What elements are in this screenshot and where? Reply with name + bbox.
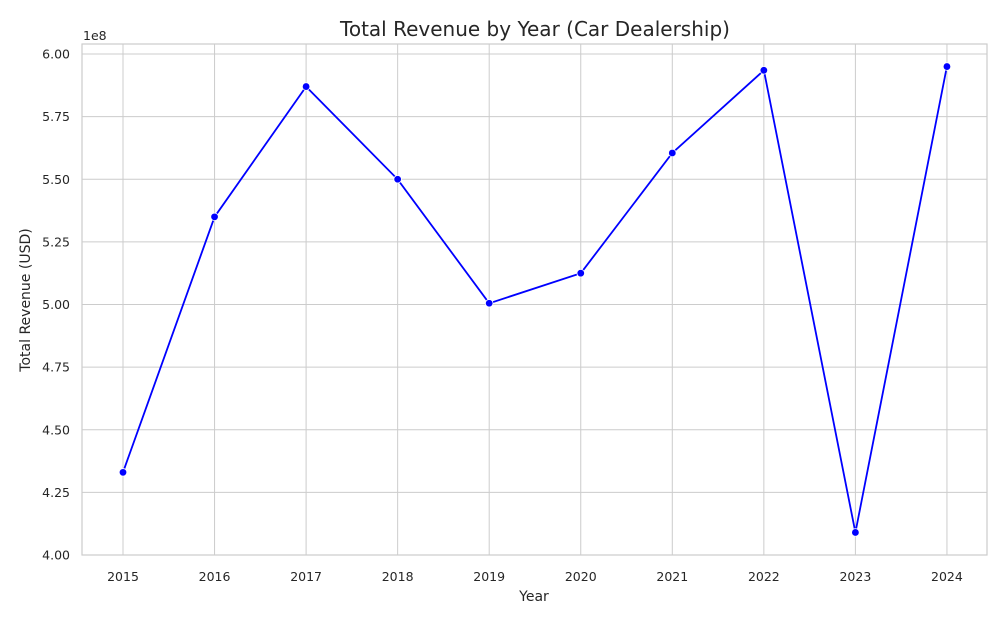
data-point bbox=[759, 66, 769, 75]
y-tick-label: 4.75 bbox=[42, 360, 70, 375]
y-tick-label: 6.00 bbox=[42, 47, 70, 62]
tick-labels: 2015 2016 2017 2018 2019 2020 2021 2022 2023 2024… bbox=[42, 47, 963, 584]
y-tick-label: 5.75 bbox=[42, 109, 70, 124]
x-tick-label: 2017 bbox=[290, 569, 322, 584]
x-tick-label: 2016 bbox=[199, 569, 231, 584]
y-tick-label: 5.50 bbox=[42, 172, 70, 187]
data-point bbox=[485, 299, 494, 308]
grid-layer bbox=[82, 44, 987, 556]
data-point bbox=[301, 82, 311, 91]
series-line bbox=[122, 66, 948, 533]
y-axis-label: Total Revenue (USD) bbox=[18, 228, 34, 372]
x-tick-label: 2020 bbox=[565, 569, 597, 584]
chart-title: Total Revenue by Year (Car Dealership) bbox=[339, 17, 730, 41]
x-tick-label: 2015 bbox=[107, 569, 139, 584]
data-point bbox=[393, 175, 402, 184]
data-point bbox=[118, 468, 128, 477]
data-point bbox=[668, 148, 677, 158]
plot-frame bbox=[81, 43, 988, 556]
y-tick-label: 4.00 bbox=[42, 548, 70, 563]
x-tick-label: 2019 bbox=[473, 569, 505, 584]
y-tick-label: 5.25 bbox=[42, 234, 70, 249]
x-axis-label: Year bbox=[518, 589, 549, 605]
y-tick-label: 5.00 bbox=[42, 297, 70, 312]
x-tick-label: 2018 bbox=[382, 569, 414, 584]
data-point bbox=[851, 528, 860, 537]
series-layer bbox=[118, 62, 952, 537]
x-tick-label: 2024 bbox=[931, 569, 963, 584]
y-axis-offset-label: 1e8 bbox=[83, 28, 107, 43]
y-tick-label: 4.50 bbox=[42, 422, 70, 437]
data-point bbox=[576, 268, 585, 278]
data-point bbox=[942, 62, 952, 71]
x-tick-label: 2023 bbox=[839, 569, 871, 584]
x-tick-label: 2021 bbox=[656, 569, 688, 584]
x-tick-label: 2022 bbox=[748, 569, 780, 584]
data-point bbox=[210, 212, 219, 222]
y-tick-label: 4.25 bbox=[42, 485, 70, 500]
